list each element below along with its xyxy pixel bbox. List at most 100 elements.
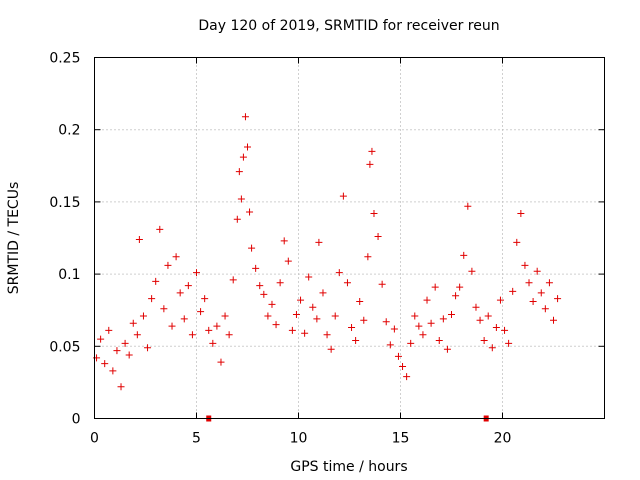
- data-point: [541, 305, 549, 313]
- data-point: [233, 215, 241, 223]
- data-point: [193, 269, 200, 277]
- data-point: [480, 337, 488, 345]
- data-point: [323, 331, 331, 339]
- data-point: [521, 261, 529, 269]
- data-point: [184, 282, 192, 290]
- data-point: [525, 279, 533, 287]
- data-point: [209, 339, 217, 347]
- data-points: [93, 113, 562, 391]
- data-point: [452, 292, 460, 300]
- data-point: [382, 318, 390, 326]
- data-point: [472, 303, 480, 311]
- data-point: [244, 143, 251, 151]
- data-point: [460, 251, 468, 259]
- data-point: [225, 331, 233, 339]
- data-point: [315, 238, 323, 246]
- axis-ticks: 0 5 10 15 20 0 0.05 0.1 0.15 0.2 0.25: [49, 51, 605, 447]
- data-point: [256, 282, 264, 290]
- y-tick-label: 0.1: [58, 267, 80, 283]
- data-point: [164, 261, 172, 269]
- data-point: [537, 289, 545, 297]
- data-point: [305, 273, 313, 281]
- y-tick-label: 0: [72, 412, 81, 428]
- data-point: [172, 253, 180, 261]
- data-point: [313, 315, 321, 323]
- data-point: [327, 345, 335, 353]
- y-tick-label: 0.15: [49, 195, 80, 211]
- data-point: [343, 279, 351, 287]
- data-point: [129, 319, 137, 327]
- data-point: [133, 331, 141, 339]
- data-point: [492, 324, 500, 332]
- data-point: [356, 298, 364, 306]
- data-point: [435, 337, 443, 345]
- data-point: [280, 237, 288, 245]
- data-point: [237, 195, 245, 203]
- data-point: [101, 360, 109, 368]
- data-point: [319, 289, 327, 297]
- data-point: [360, 316, 368, 324]
- data-point: [168, 322, 176, 330]
- data-point: [205, 326, 213, 334]
- data-point: [221, 312, 229, 320]
- data-point: [339, 192, 347, 200]
- data-point: [370, 209, 378, 217]
- data-point: [288, 326, 296, 334]
- data-point: [144, 344, 152, 352]
- data-point: [464, 202, 472, 210]
- data-point: [176, 289, 184, 297]
- data-point: [246, 208, 254, 216]
- data-point: [415, 322, 423, 330]
- data-point: [496, 296, 504, 304]
- data-point: [125, 351, 133, 359]
- data-point: [252, 264, 260, 272]
- data-point: [533, 267, 541, 275]
- data-point: [301, 329, 309, 337]
- data-point: [390, 325, 398, 333]
- data-point: [292, 311, 300, 319]
- data-point: [431, 283, 439, 291]
- data-point: [403, 373, 411, 381]
- data-point: [378, 280, 386, 288]
- data-point: [554, 295, 562, 303]
- data-point: [117, 383, 125, 391]
- data-point: [213, 322, 221, 330]
- data-point: [148, 295, 156, 303]
- data-point: [229, 276, 237, 284]
- data-point: [488, 344, 496, 352]
- data-point: [156, 225, 164, 233]
- data-point: [517, 209, 525, 217]
- data-point: [529, 298, 537, 306]
- data-point: [276, 279, 284, 287]
- data-point: [235, 168, 243, 176]
- data-point: [394, 352, 402, 360]
- data-point: [468, 267, 476, 275]
- data-point: [268, 300, 276, 308]
- data-point: [335, 269, 343, 277]
- y-tick-label: 0.25: [49, 51, 80, 67]
- data-point: [348, 324, 356, 332]
- data-point: [501, 326, 509, 334]
- data-point: [239, 153, 247, 161]
- data-point: [264, 312, 272, 320]
- data-point: [448, 311, 455, 319]
- data-point: [545, 279, 553, 287]
- data-point: [152, 277, 160, 285]
- data-point: [188, 331, 196, 339]
- data-point: [121, 339, 129, 347]
- data-point: [201, 295, 209, 303]
- data-point: [439, 315, 447, 323]
- data-point: [505, 339, 513, 347]
- chart-title: Day 120 of 2019, SRMTID for receiver reu…: [198, 18, 499, 34]
- data-point: [550, 316, 557, 324]
- data-point: [423, 296, 431, 304]
- y-tick-label: 0.05: [49, 339, 80, 355]
- data-point: [109, 367, 117, 375]
- x-tick-label: 10: [290, 431, 308, 447]
- data-point: [374, 233, 382, 241]
- data-point: [105, 326, 113, 334]
- data-point: [331, 312, 339, 320]
- data-point: [386, 341, 394, 349]
- data-point: [97, 335, 105, 343]
